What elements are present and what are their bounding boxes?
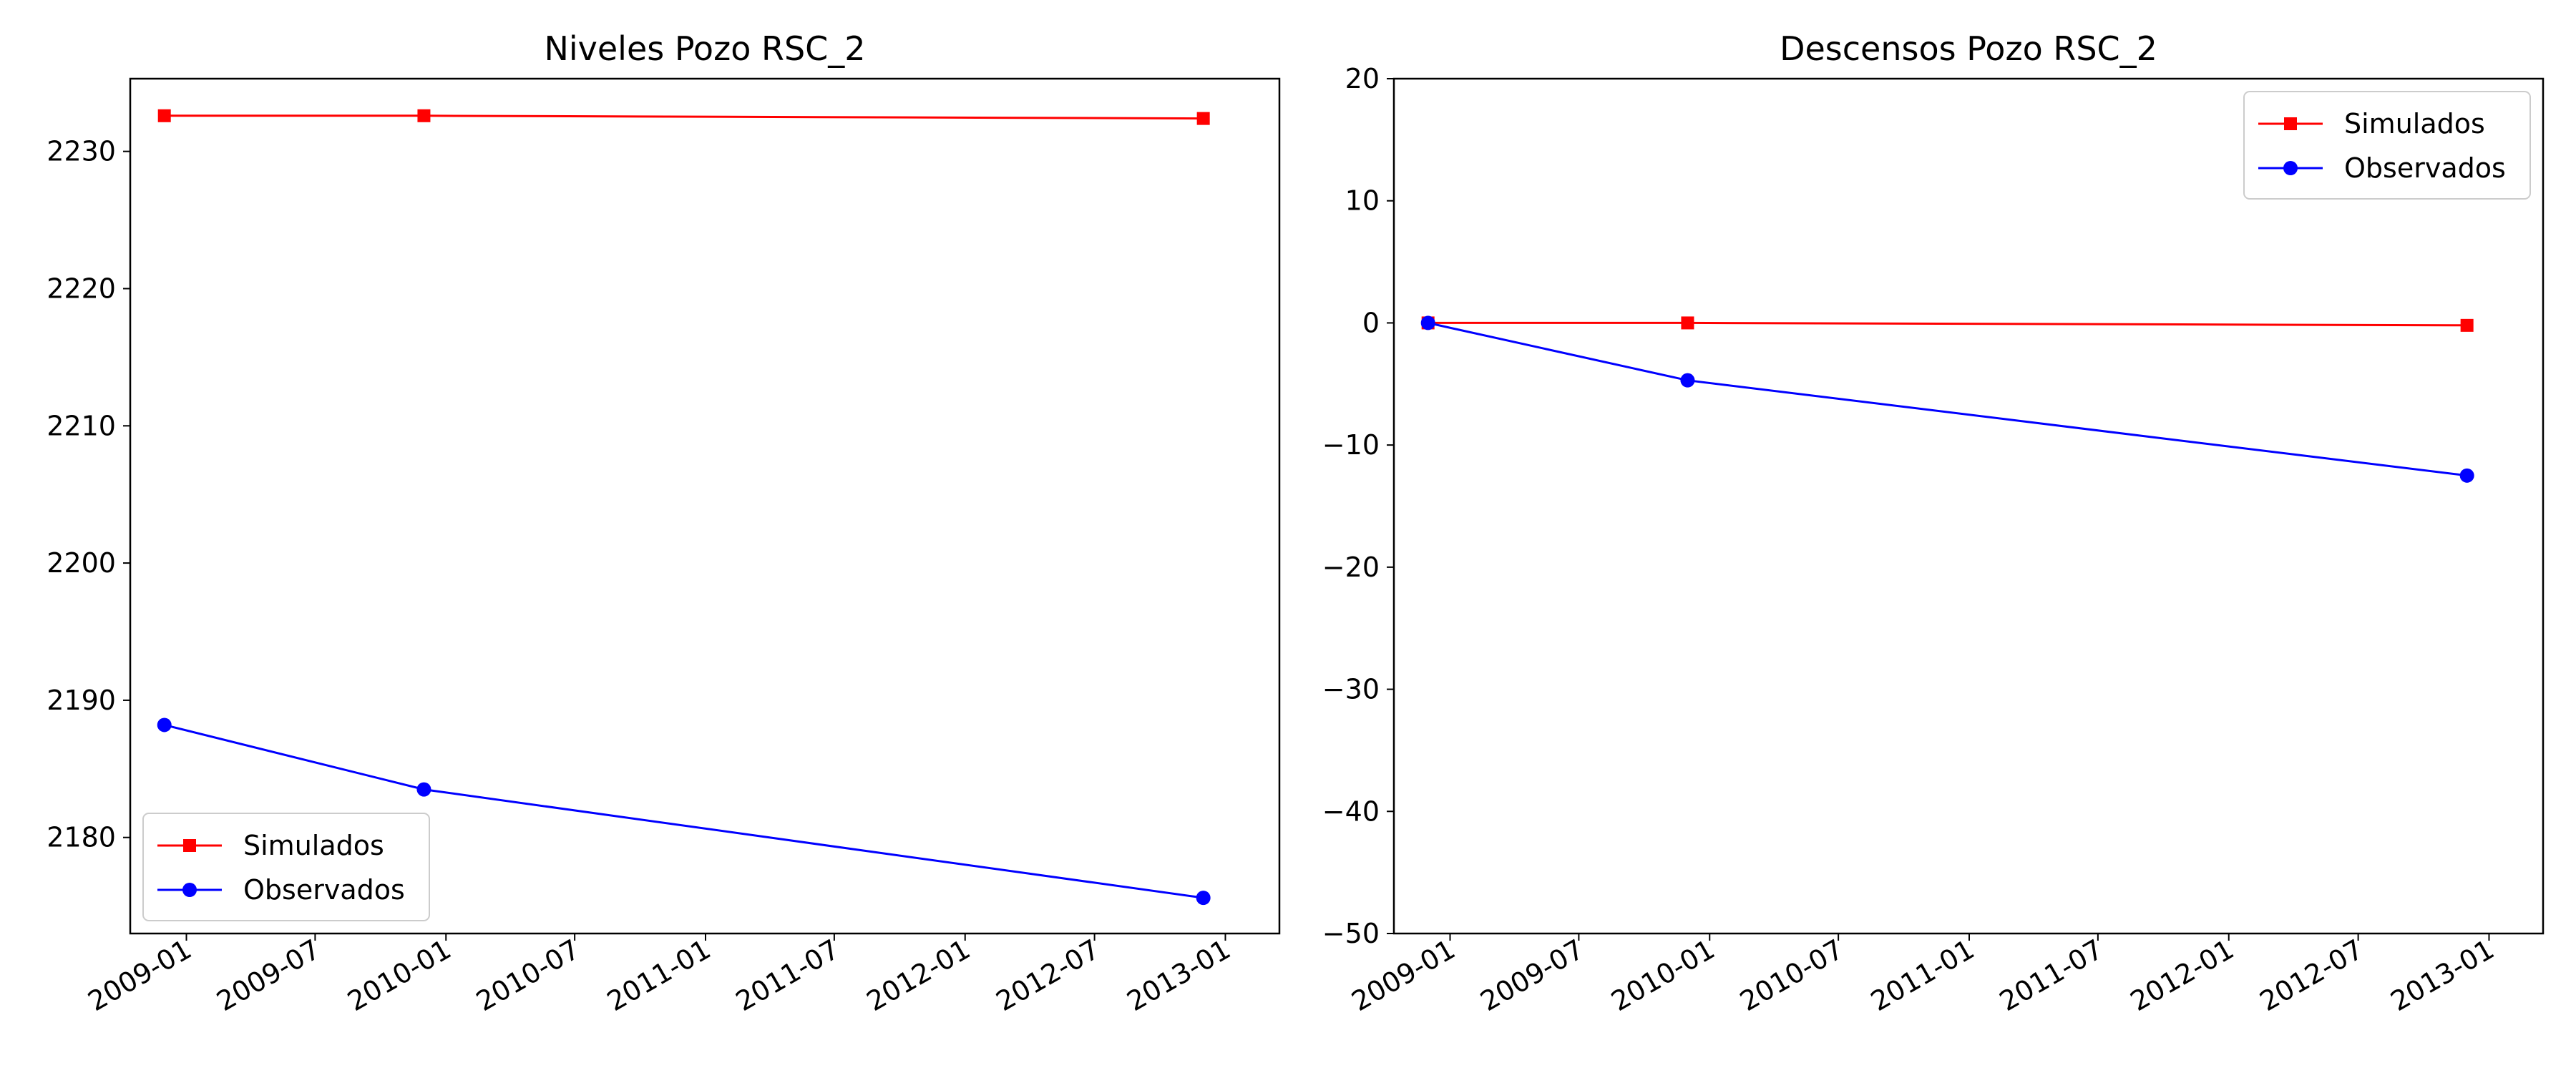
descensos-legend-observados-marker bbox=[2283, 161, 2298, 175]
descensos-simulados-point bbox=[2460, 318, 2474, 332]
descensos-chart-title: Descensos Pozo RSC_2 bbox=[1780, 29, 2157, 68]
niveles-legend-simulados-marker bbox=[183, 839, 196, 852]
descensos-legend-simulados-marker bbox=[2284, 117, 2297, 130]
niveles-ytick-label: 2220 bbox=[47, 273, 116, 304]
niveles-ytick-label: 2180 bbox=[47, 822, 116, 853]
descensos-ytick-label: 20 bbox=[1345, 63, 1380, 94]
niveles-legend-box bbox=[142, 813, 430, 921]
niveles-simulados-point bbox=[157, 109, 171, 122]
descensos-legend: Simulados Observados bbox=[2243, 91, 2531, 200]
descensos-ytick-label: −50 bbox=[1322, 918, 1380, 949]
niveles-simulados-point bbox=[417, 109, 431, 122]
niveles-ytick-label: 2230 bbox=[47, 136, 116, 167]
descensos-ytick-label: −10 bbox=[1322, 429, 1380, 461]
niveles-observados-point bbox=[416, 782, 431, 797]
descensos-ytick-label: −30 bbox=[1322, 674, 1380, 705]
descensos-ytick-label: 0 bbox=[1362, 307, 1380, 338]
descensos-observados-point bbox=[1680, 373, 1695, 388]
descensos-simulados-point bbox=[1681, 316, 1694, 330]
niveles-observados-point bbox=[157, 717, 172, 733]
niveles-ytick-label: 2200 bbox=[47, 547, 116, 579]
descensos-observados-point bbox=[1420, 315, 1435, 330]
descensos-observados-point bbox=[2459, 468, 2474, 483]
niveles-legend-observados-marker bbox=[182, 883, 197, 897]
niveles-simulados-point bbox=[1196, 112, 1210, 125]
descensos-legend-simulados-label: Simulados bbox=[2344, 108, 2485, 139]
descensos-ytick-label: −20 bbox=[1322, 552, 1380, 583]
descensos-legend-box bbox=[2243, 91, 2531, 200]
descensos-legend-observados-label: Observados bbox=[2344, 152, 2506, 184]
niveles-chart-title: Niveles Pozo RSC_2 bbox=[544, 29, 865, 68]
niveles-legend-simulados-label: Simulados bbox=[243, 830, 384, 861]
niveles-legend-observados-label: Observados bbox=[243, 874, 405, 906]
descensos-ytick-label: −40 bbox=[1322, 795, 1380, 827]
niveles-ytick-label: 2190 bbox=[47, 685, 116, 716]
descensos-axes-frame bbox=[1392, 77, 2545, 935]
niveles-legend: Simulados Observados bbox=[142, 813, 430, 921]
niveles-observados-point bbox=[1196, 891, 1211, 906]
descensos-ytick-label: 10 bbox=[1345, 185, 1380, 217]
niveles-ytick-label: 2210 bbox=[47, 410, 116, 441]
niveles-axes-frame bbox=[129, 77, 1281, 935]
